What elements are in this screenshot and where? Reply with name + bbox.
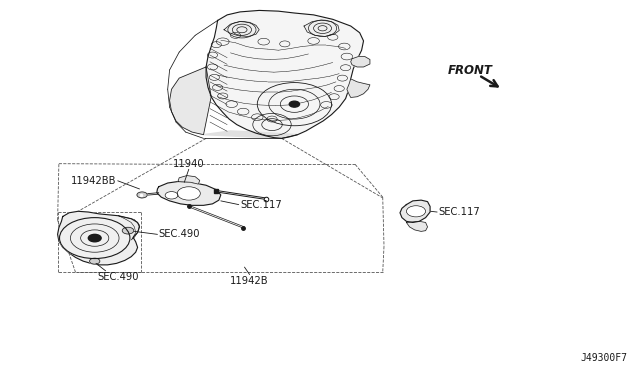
Polygon shape <box>400 200 430 222</box>
Polygon shape <box>178 176 200 184</box>
Circle shape <box>90 258 100 264</box>
Text: SEC.117: SEC.117 <box>240 200 282 209</box>
Circle shape <box>137 192 147 198</box>
Text: 11940: 11940 <box>173 158 205 169</box>
Polygon shape <box>58 211 140 265</box>
Polygon shape <box>406 221 428 231</box>
Text: SEC.117: SEC.117 <box>438 207 480 217</box>
Polygon shape <box>304 20 339 36</box>
Text: SEC.490: SEC.490 <box>159 230 200 239</box>
Circle shape <box>60 218 130 259</box>
Circle shape <box>177 187 200 200</box>
Polygon shape <box>204 131 298 138</box>
Polygon shape <box>157 182 221 205</box>
Circle shape <box>406 206 426 217</box>
Polygon shape <box>351 57 370 67</box>
Text: SEC.490: SEC.490 <box>97 272 139 282</box>
Circle shape <box>165 192 178 199</box>
Circle shape <box>88 234 101 242</box>
Text: 11942BB: 11942BB <box>71 176 116 186</box>
Text: J49300F7: J49300F7 <box>580 353 627 363</box>
Text: 11942B: 11942B <box>230 276 269 286</box>
Polygon shape <box>224 22 259 36</box>
Polygon shape <box>170 67 211 135</box>
Text: FRONT: FRONT <box>448 64 493 77</box>
Circle shape <box>289 101 300 107</box>
Circle shape <box>122 227 134 234</box>
Polygon shape <box>347 79 370 97</box>
Polygon shape <box>206 10 364 138</box>
